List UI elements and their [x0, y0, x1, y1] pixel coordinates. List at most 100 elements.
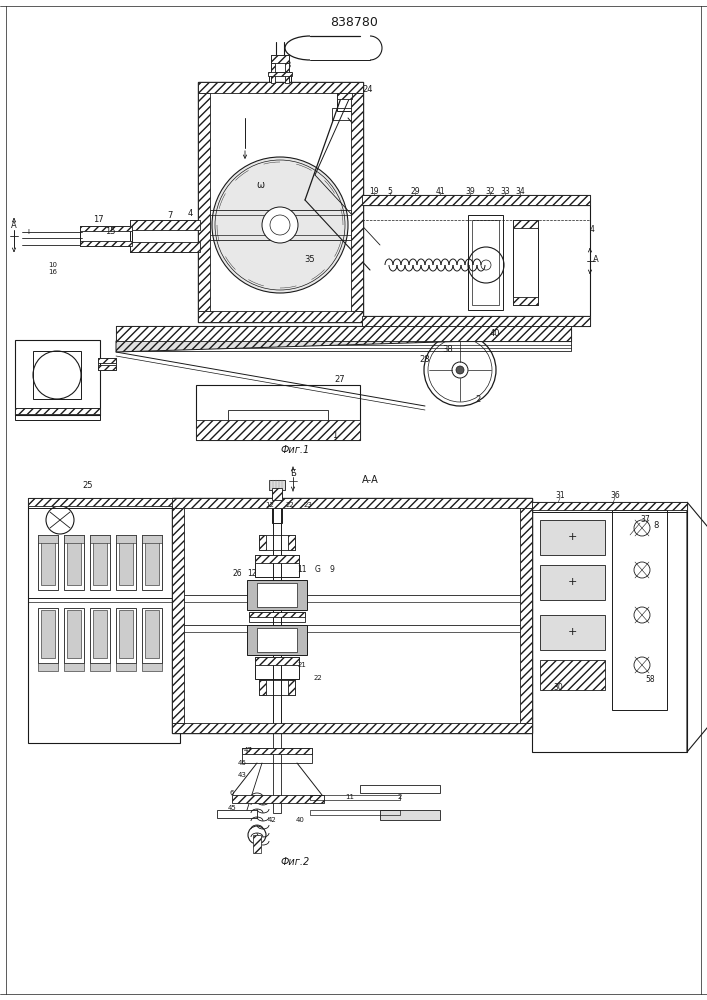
Bar — [310, 810, 400, 815]
Bar — [119, 610, 133, 658]
Bar — [130, 220, 200, 252]
Bar — [540, 615, 605, 650]
Bar — [210, 210, 351, 240]
Bar — [472, 220, 499, 305]
Bar — [362, 195, 590, 205]
Text: 58: 58 — [645, 676, 655, 684]
Bar — [67, 610, 81, 658]
Bar — [468, 215, 503, 310]
Text: 26: 26 — [232, 568, 242, 578]
Bar — [259, 535, 266, 550]
Bar — [196, 385, 360, 440]
Bar — [38, 535, 58, 543]
Bar — [41, 537, 55, 585]
Text: 12: 12 — [247, 568, 257, 578]
Bar — [116, 608, 136, 663]
Text: 43: 43 — [238, 772, 247, 778]
Text: 31: 31 — [555, 490, 565, 499]
Bar — [255, 657, 299, 665]
Bar — [98, 358, 116, 370]
Bar — [247, 625, 307, 655]
Bar — [145, 610, 159, 658]
Text: 27: 27 — [334, 375, 345, 384]
Text: 8: 8 — [653, 520, 659, 530]
Bar — [540, 565, 605, 600]
Text: 17: 17 — [93, 216, 103, 225]
Bar — [247, 580, 307, 610]
Text: 30: 30 — [553, 684, 563, 692]
Text: A: A — [593, 255, 599, 264]
Text: 19: 19 — [369, 188, 379, 196]
Bar — [257, 628, 297, 652]
Bar — [142, 663, 162, 671]
Bar — [116, 663, 136, 671]
Bar — [259, 535, 295, 550]
Bar — [255, 657, 299, 679]
Text: 16: 16 — [49, 269, 57, 275]
Bar — [142, 608, 162, 663]
Bar — [259, 680, 295, 695]
Text: 25: 25 — [83, 481, 93, 489]
Bar — [80, 241, 132, 246]
Text: 4: 4 — [187, 209, 192, 218]
Bar — [90, 535, 110, 590]
Bar — [64, 535, 84, 543]
Text: 35: 35 — [305, 255, 315, 264]
Bar — [80, 226, 132, 246]
Text: 41: 41 — [436, 188, 445, 196]
Bar — [269, 480, 285, 490]
Bar — [90, 663, 110, 671]
Bar — [28, 498, 180, 508]
Text: 10: 10 — [49, 262, 57, 268]
Text: 38: 38 — [443, 346, 453, 355]
Circle shape — [456, 366, 464, 374]
Bar — [116, 535, 136, 543]
Text: 22: 22 — [314, 675, 322, 681]
Text: 40: 40 — [296, 817, 305, 823]
Text: 15: 15 — [105, 228, 115, 236]
Bar — [255, 555, 299, 577]
Bar — [145, 537, 159, 585]
Bar — [268, 72, 292, 76]
Text: +: + — [567, 577, 577, 587]
Bar — [41, 610, 55, 658]
Text: 5: 5 — [387, 188, 392, 196]
Bar — [90, 535, 110, 543]
Text: +: + — [567, 627, 577, 637]
Bar — [310, 795, 400, 800]
Bar — [33, 351, 81, 399]
Bar — [130, 242, 200, 252]
Bar — [172, 508, 184, 723]
Text: А-А: А-А — [361, 475, 378, 485]
Text: l: l — [27, 229, 29, 235]
Text: 36: 36 — [610, 490, 620, 499]
Bar — [93, 537, 107, 585]
Text: 29: 29 — [410, 188, 420, 196]
Bar — [64, 535, 84, 590]
Text: ω: ω — [256, 180, 264, 190]
Bar — [80, 226, 132, 231]
Bar — [362, 316, 590, 326]
Bar — [532, 502, 687, 752]
Text: 28: 28 — [420, 356, 431, 364]
Bar — [116, 326, 571, 341]
Text: 46: 46 — [238, 760, 247, 766]
Bar — [198, 93, 210, 311]
Bar — [271, 63, 275, 83]
Text: 3: 3 — [286, 60, 291, 70]
Bar — [513, 220, 538, 228]
Bar — [15, 408, 100, 420]
Bar — [119, 537, 133, 585]
Circle shape — [262, 207, 298, 243]
Bar — [360, 785, 440, 793]
Text: 4: 4 — [590, 226, 595, 234]
Bar — [253, 835, 261, 853]
Bar — [532, 502, 687, 510]
Text: 40: 40 — [490, 328, 501, 338]
Text: 37: 37 — [640, 516, 650, 524]
Bar — [196, 420, 360, 440]
Bar — [257, 583, 297, 607]
Bar — [540, 520, 605, 555]
Bar — [612, 510, 667, 710]
Text: 7: 7 — [168, 211, 173, 220]
